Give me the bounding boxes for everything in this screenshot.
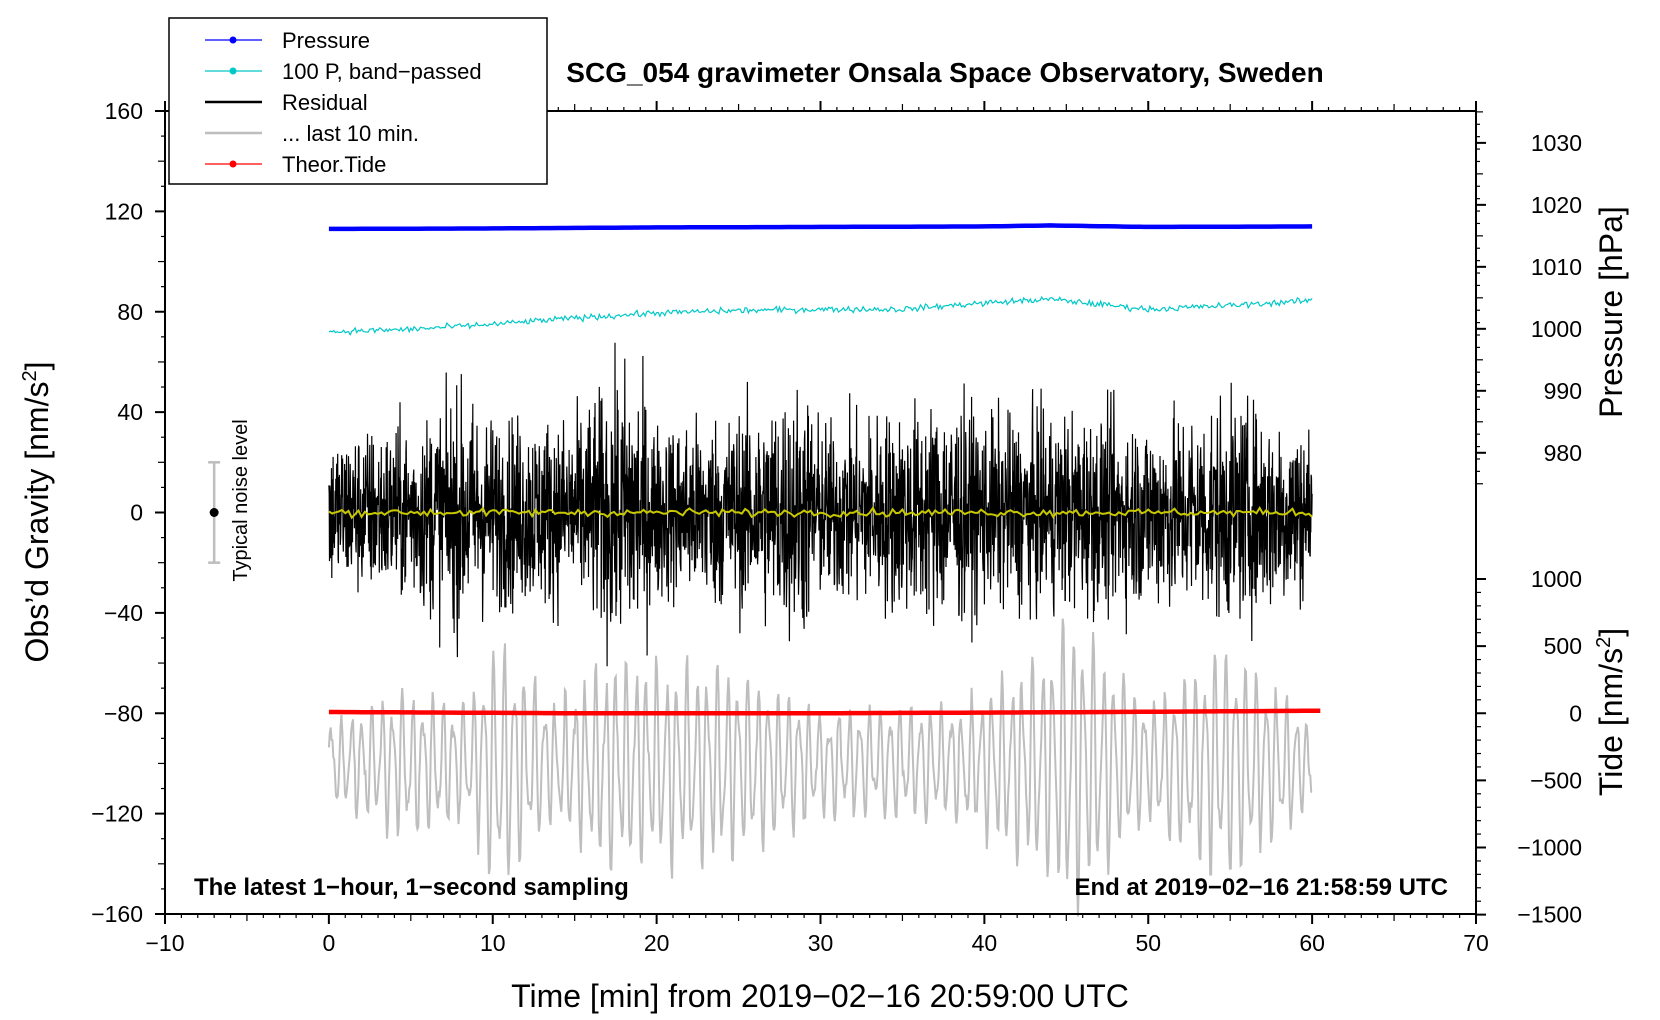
y-axis-title-left-close: ] [19,362,55,371]
x-tick-label: 60 [1299,930,1325,956]
legend-items: Pressure 100 P, band−passed Residual ... la… [205,28,482,177]
tide-tick-label: −500 [1530,767,1582,793]
series-theoretical-tide [328,708,1321,716]
x-tick-label: 50 [1135,930,1161,956]
x-tick-label: 20 [644,930,670,956]
series-last-10-min [327,618,1313,917]
legend: Pressure 100 P, band−passed Residual ... la… [168,17,548,185]
series-band-passed-pressure [328,295,1313,337]
tide-tick-label: −1000 [1517,835,1582,861]
legend-marker [229,160,237,168]
y-axis-title-pressure: Pressure [hPa] [1593,206,1629,418]
legend-marker [229,67,237,75]
noise-label: Typical noise level [230,419,252,581]
tide-tick-label: 500 [1544,633,1582,659]
tide-tick-label: −1500 [1517,902,1582,928]
annotation-sampling: The latest 1−hour, 1−second sampling [194,874,629,901]
y-tick-label: −160 [91,901,143,927]
x-tick-label: 70 [1463,930,1489,956]
x-axis-title: Time [min] from 2019−02−16 20:59:00 UTC [511,978,1129,1014]
pressure-tick-label: 990 [1544,378,1582,404]
x-tick-label: 30 [808,930,834,956]
y-axis-title-left-main: Obs’d Gravity [nm/s [19,382,55,663]
legend-marker [229,36,237,44]
pressure-tick-label: 1010 [1531,254,1582,280]
legend-label: ... last 10 min. [282,121,419,146]
y-tick-label: −40 [104,600,143,626]
y-tick-label: 40 [117,399,143,425]
y-axis-title-tide-main: Tide [nm/s [1593,648,1629,796]
legend-label: Residual [282,90,368,115]
legend-label: 100 P, band−passed [282,59,482,84]
series-layer [327,223,1321,917]
y-tick-label: −120 [91,801,143,827]
series-residual [328,342,1313,667]
pressure-tick-label: 1020 [1531,192,1582,218]
y-axis-title-tide: Tide [nm/s2] [1593,628,1629,796]
x-tick-label: 0 [322,930,335,956]
tide-tick-label: 1000 [1531,566,1582,592]
pressure-tick-label: 1000 [1531,316,1582,342]
noise-dot [209,508,219,517]
chart-title: SCG_054 gravimeter Onsala Space Observat… [566,57,1323,88]
x-tick-label: −10 [145,930,184,956]
y-axis-title-left: Obs’d Gravity [nm/s2] [19,362,55,663]
tide-tick-label: 0 [1569,700,1582,726]
y-tick-label: 80 [117,299,143,325]
legend-label: Theor.Tide [282,152,386,177]
series-pressure [328,223,1313,232]
y-tick-label: −80 [104,700,143,726]
legend-label: Pressure [282,28,370,53]
series-residual-smoothed [328,505,1313,520]
axes-layer: −10 0 10 20 30 40 50 60 70−160−120−80−4004080120… [91,98,1582,956]
y-tick-label: 120 [105,198,143,224]
y-tick-label: 160 [105,98,143,124]
pressure-tick-label: 1030 [1531,130,1582,156]
y-tick-label: 0 [130,500,143,526]
y-axis-title-tide-close: ] [1593,628,1629,637]
pressure-tick-label: 980 [1544,440,1582,466]
y-axis-title-tide-sup: 2 [1593,637,1615,648]
noise-level-indicator: Typical noise level [208,419,252,582]
x-tick-label: 10 [480,930,506,956]
x-tick-label: 40 [972,930,998,956]
annotation-end-time: End at 2019−02−16 21:58:59 UTC [1074,874,1448,901]
y-axis-title-left-sup: 2 [19,370,41,381]
